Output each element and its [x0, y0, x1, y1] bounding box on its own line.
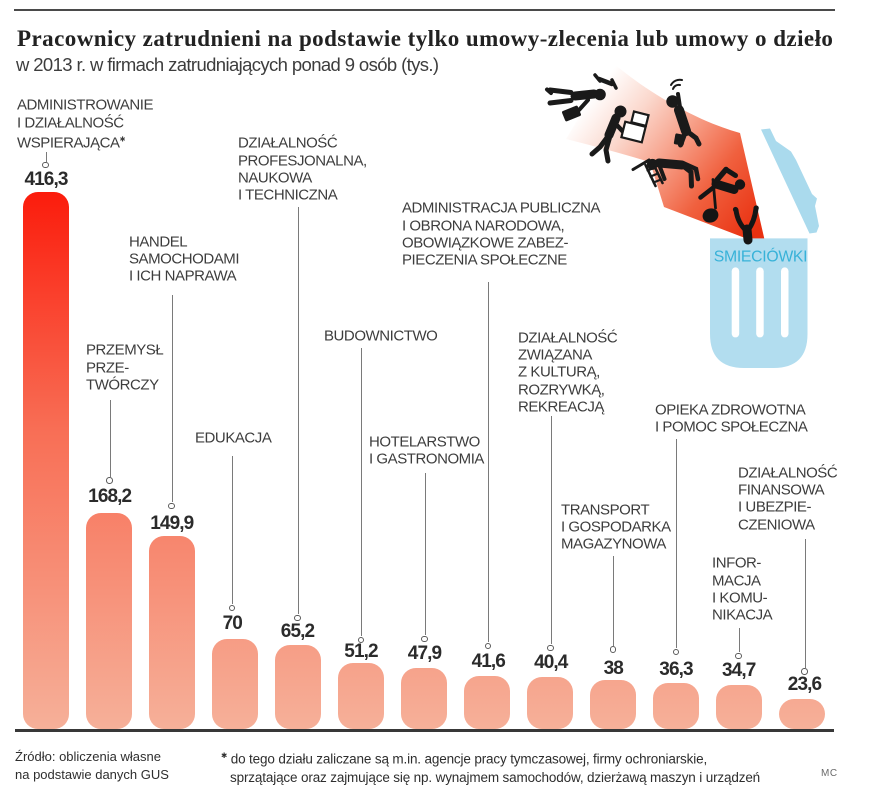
svg-text:SMIECIÓWKI: SMIECIÓWKI — [714, 247, 808, 266]
